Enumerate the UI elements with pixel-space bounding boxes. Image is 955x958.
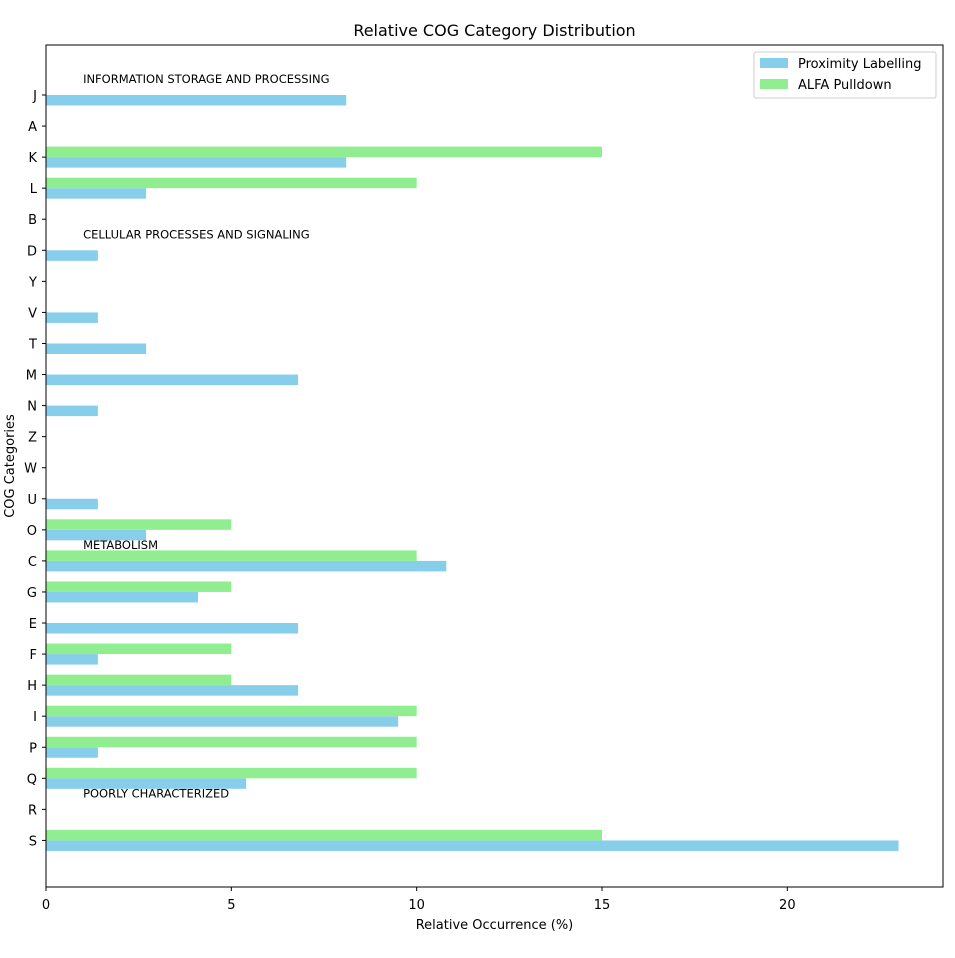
bar-proximity-labelling-T (46, 343, 147, 354)
legend-label-proximity-labelling: Proximity Labelling (798, 57, 922, 72)
bar-proximity-labelling-I (46, 716, 399, 727)
y-tick-label-Y: Y (28, 275, 37, 290)
y-tick-label-W: W (24, 462, 37, 477)
bar-proximity-labelling-J (46, 95, 347, 106)
group-annotation-C: METABOLISM (83, 538, 158, 552)
y-tick-label-C: C (28, 555, 37, 570)
bar-alfa-pulldown-F (46, 643, 232, 655)
bar-proximity-labelling-C (46, 560, 447, 572)
x-tick-label-10: 10 (408, 898, 425, 913)
y-tick-label-Z: Z (28, 431, 37, 446)
bar-proximity-labelling-P (46, 747, 98, 758)
y-tick-label-I: I (33, 710, 37, 725)
bar-alfa-pulldown-C (46, 550, 417, 561)
y-tick-label-L: L (30, 182, 38, 197)
bar-proximity-labelling-K (46, 157, 347, 168)
y-axis-ticks: J A K L B D Y V T M N Z W U O C G E F H I P Q R S (24, 89, 46, 849)
legend-label-alfa-pulldown: ALFA Pulldown (798, 78, 892, 93)
y-tick-label-B: B (28, 213, 37, 228)
y-tick-label-M: M (26, 369, 37, 384)
y-tick-label-J: J (32, 89, 37, 104)
bar-proximity-labelling-V (46, 312, 98, 323)
bar-proximity-labelling-E (46, 623, 299, 634)
y-tick-label-E: E (29, 617, 37, 632)
bar-proximity-labelling-D (46, 250, 98, 261)
bar-proximity-labelling-U (46, 498, 98, 510)
bar-alfa-pulldown-G (46, 581, 232, 592)
bar-proximity-labelling-G (46, 591, 198, 603)
x-axis-label: Relative Occurrence (%) (416, 918, 574, 933)
group-annotation-D: CELLULAR PROCESSES AND SIGNALING (83, 227, 310, 241)
bar-proximity-labelling-N (46, 405, 98, 417)
bar-proximity-labelling-M (46, 374, 299, 386)
y-tick-label-T: T (28, 337, 37, 352)
y-axis-label: COG Categories (3, 414, 18, 518)
group-annotations: INFORMATION STORAGE AND PROCESSING CELLUL… (83, 72, 329, 800)
legend-box (753, 51, 937, 99)
legend-swatch-alfa-pulldown (760, 79, 788, 89)
bar-alfa-pulldown-O (46, 519, 232, 530)
bar-proximity-labelling-L (46, 188, 147, 199)
bar-alfa-pulldown-Q (46, 767, 417, 779)
group-annotation-J: INFORMATION STORAGE AND PROCESSING (83, 72, 329, 86)
x-tick-label-20: 20 (779, 898, 796, 913)
y-tick-label-F: F (30, 648, 37, 663)
y-tick-label-S: S (29, 834, 37, 849)
y-tick-label-H: H (27, 679, 37, 694)
legend-swatch-proximity-labelling (760, 58, 788, 68)
group-annotation-R: POORLY CHARACTERIZED (83, 786, 229, 800)
y-tick-label-P: P (29, 741, 37, 756)
legend: Proximity Labelling ALFA Pulldown (753, 51, 937, 99)
y-tick-label-K: K (28, 151, 37, 166)
y-tick-label-O: O (27, 524, 37, 539)
bar-proximity-labelling-F (46, 654, 98, 665)
bar-alfa-pulldown-I (46, 705, 417, 717)
y-tick-label-D: D (27, 244, 37, 259)
bar-proximity-labelling-S (46, 840, 899, 851)
y-tick-label-A: A (28, 120, 37, 135)
y-tick-label-G: G (27, 586, 37, 601)
bar-proximity-labelling-Q (46, 778, 247, 789)
plot-area-frame (45, 44, 944, 888)
x-tick-label-0: 0 (42, 898, 50, 913)
y-tick-label-V: V (28, 306, 37, 321)
y-tick-label-Q: Q (27, 772, 37, 787)
y-tick-label-U: U (27, 493, 37, 508)
bar-alfa-pulldown-K (46, 146, 602, 158)
y-tick-label-N: N (27, 400, 37, 415)
bar-alfa-pulldown-P (46, 736, 417, 748)
bar-proximity-labelling-H (46, 685, 299, 696)
bars-layer (46, 95, 899, 851)
chart-title: Relative COG Category Distribution (353, 21, 635, 40)
bar-alfa-pulldown-H (46, 674, 232, 686)
x-axis-ticks: 0 5 10 15 20 (42, 887, 796, 913)
bar-alfa-pulldown-S (46, 829, 602, 841)
bar-proximity-labelling-O (46, 529, 147, 541)
y-tick-label-R: R (28, 803, 37, 818)
x-tick-label-15: 15 (594, 898, 611, 913)
x-tick-label-5: 5 (227, 898, 235, 913)
bar-alfa-pulldown-L (46, 177, 417, 189)
